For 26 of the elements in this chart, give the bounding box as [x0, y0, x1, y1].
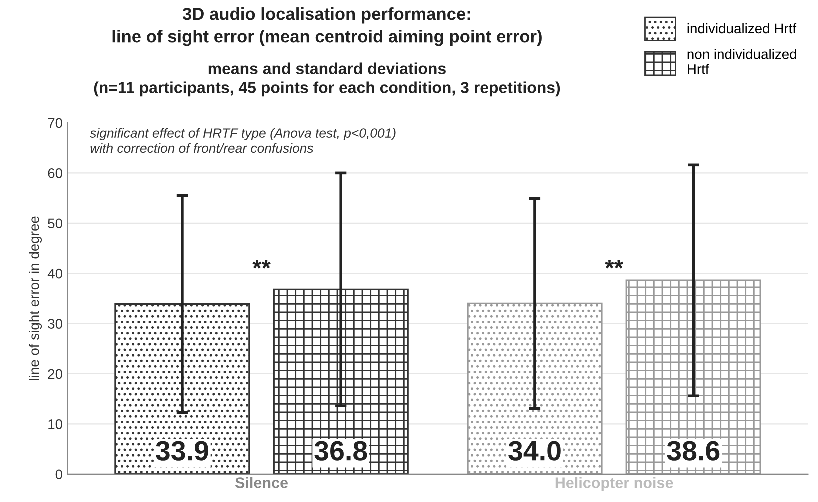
x-tick-label: Helicopter noise — [556, 477, 674, 492]
x-tick-label: Silence — [235, 477, 288, 488]
y-tick-label: 70 — [48, 118, 62, 128]
data-label: 38.6 — [667, 441, 720, 461]
bar — [114, 303, 250, 474]
y-tick-label: 10 — [48, 420, 62, 430]
data-label: 36.8 — [314, 441, 368, 461]
y-tick-label: 20 — [48, 369, 62, 380]
bar — [626, 280, 762, 474]
chart-title: 3D audio localisation performance: line of sight error (mean centroid aiming point error) — [112, 8, 542, 46]
y-tick-label: 60 — [48, 168, 62, 178]
data-label: 34.0 — [508, 441, 561, 461]
chart-subtitle: means and standard deviations (n=11 participants, 45 points for each condition, 3 repetitions) — [94, 62, 560, 97]
y-tick-label: 30 — [48, 319, 62, 329]
data-label: 33.9 — [156, 441, 208, 461]
annotation: significant effect of HRTF type (Anova test, p<0,001) with correction of front/rear confusions — [90, 128, 396, 154]
y-tick-label: 50 — [48, 218, 62, 229]
y-tick-label: 0 — [56, 470, 62, 480]
bar — [467, 302, 603, 474]
y-axis-title: line of sight error in degree — [29, 216, 42, 380]
annotation: ** — [252, 260, 271, 269]
annotation: ** — [605, 260, 624, 269]
legend-label: individualized Hrtf — [688, 23, 797, 34]
legend-label: non individualized Hrtf — [688, 49, 796, 74]
bar — [273, 288, 409, 474]
y-tick-label: 40 — [48, 268, 62, 279]
